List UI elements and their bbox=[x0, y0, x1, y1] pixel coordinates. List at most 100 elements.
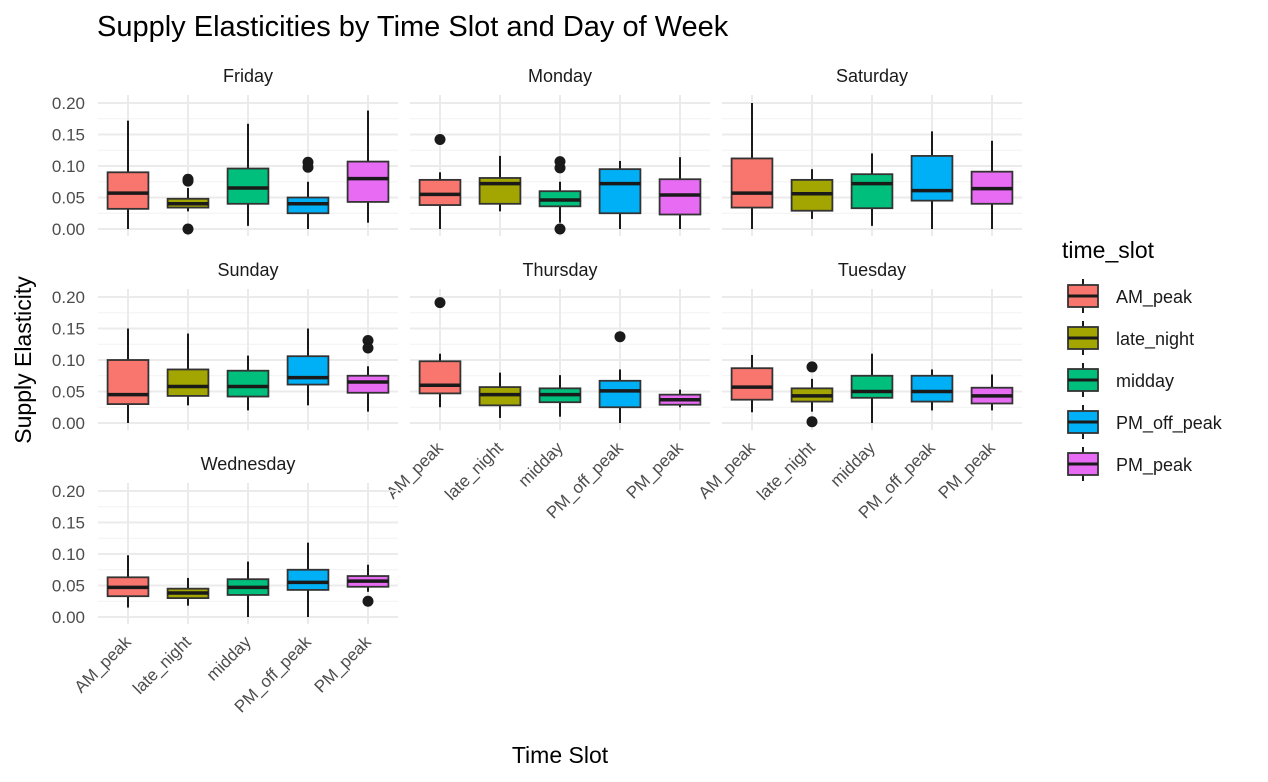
box-am-peak bbox=[106, 555, 150, 608]
legend-label: AM_peak bbox=[1116, 287, 1193, 308]
box-pm-peak bbox=[970, 374, 1014, 411]
outlier-point bbox=[182, 223, 194, 235]
box-iqr bbox=[658, 178, 702, 216]
facet-strip-label: Friday bbox=[223, 66, 273, 86]
y-tick-label: 0.00 bbox=[52, 414, 85, 433]
outlier-point bbox=[362, 334, 374, 346]
outlier-point bbox=[434, 297, 446, 309]
x-tick-label: late_night bbox=[129, 632, 195, 698]
box-iqr bbox=[730, 157, 774, 209]
box-iqr bbox=[850, 173, 894, 210]
box-pm-peak bbox=[970, 140, 1014, 229]
box-am-peak bbox=[730, 354, 774, 413]
y-axis-title: Supply Elasticity bbox=[10, 276, 36, 444]
box-am-peak bbox=[730, 103, 774, 229]
outlier-point bbox=[554, 156, 566, 168]
legend-label: PM_peak bbox=[1116, 455, 1193, 476]
y-tick-label: 0.10 bbox=[52, 351, 85, 370]
box-midday bbox=[850, 153, 894, 226]
chart-title: Supply Elasticities by Time Slot and Day… bbox=[97, 11, 729, 43]
box-pm-peak bbox=[658, 389, 702, 408]
box-late-night bbox=[166, 577, 210, 606]
legend-item-am-peak: AM_peak bbox=[1067, 279, 1193, 313]
box-late-night bbox=[790, 169, 834, 219]
box-midday bbox=[850, 353, 894, 423]
box-iqr bbox=[166, 368, 210, 397]
box-iqr bbox=[598, 379, 642, 409]
y-tick-label: 0.00 bbox=[52, 220, 85, 239]
box-pm-peak bbox=[346, 334, 390, 412]
box-late-night bbox=[166, 333, 210, 406]
x-tick-label: PM_peak bbox=[311, 632, 376, 697]
y-tick-label: 0.10 bbox=[52, 157, 85, 176]
outlier-point bbox=[614, 331, 626, 343]
y-tick-label: 0.05 bbox=[52, 189, 85, 208]
box-pm-off-peak bbox=[286, 156, 330, 229]
x-tick-label: late_night bbox=[753, 438, 819, 504]
y-tick-label: 0.00 bbox=[52, 608, 85, 627]
box-iqr bbox=[346, 160, 390, 203]
box-iqr bbox=[346, 374, 390, 394]
x-tick-label: midday bbox=[203, 632, 256, 685]
box-midday bbox=[538, 375, 582, 417]
x-tick-label: AM_peak bbox=[695, 438, 760, 503]
box-am-peak bbox=[418, 134, 462, 229]
box-midday bbox=[538, 156, 582, 235]
box-iqr bbox=[286, 568, 330, 591]
box-am-peak bbox=[106, 120, 150, 229]
facet-panel-saturday: Saturday bbox=[722, 66, 1022, 236]
box-iqr bbox=[418, 360, 462, 395]
facet-panels: Friday 0.00 0.05 0.10 0.15 0.20 Monday Saturday… bbox=[52, 66, 1022, 716]
box-pm-peak bbox=[346, 110, 390, 223]
box-iqr bbox=[418, 178, 462, 206]
box-late-night bbox=[478, 372, 522, 418]
box-iqr bbox=[598, 168, 642, 215]
x-tick-label: PM_peak bbox=[623, 438, 688, 503]
legend-title: time_slot bbox=[1062, 237, 1155, 263]
outlier-point bbox=[362, 342, 374, 354]
y-tick-label: 0.15 bbox=[52, 126, 85, 145]
box-iqr bbox=[910, 155, 954, 202]
box-late-night bbox=[166, 173, 210, 235]
facet-panel-sunday: Sunday 0.00 0.05 0.10 0.15 0.20 bbox=[52, 260, 398, 433]
box-midday bbox=[226, 355, 270, 411]
facet-panel-monday: Monday bbox=[410, 66, 710, 236]
x-tick-label: late_night bbox=[441, 438, 507, 504]
x-tick-label: PM_peak bbox=[935, 438, 1000, 503]
facet-strip-label: Monday bbox=[528, 66, 592, 86]
box-late-night bbox=[478, 155, 522, 212]
x-tick-label: AM_peak bbox=[383, 438, 448, 503]
box-iqr bbox=[478, 177, 522, 205]
box-midday bbox=[226, 123, 270, 226]
box-pm-off-peak bbox=[598, 331, 642, 423]
y-tick-label: 0.20 bbox=[52, 288, 85, 307]
x-axis-title: Time Slot bbox=[512, 742, 609, 768]
y-tick-label: 0.15 bbox=[52, 514, 85, 533]
box-pm-peak bbox=[658, 157, 702, 229]
outlier-point bbox=[434, 134, 446, 146]
facet-panel-friday: Friday 0.00 0.05 0.10 0.15 0.20 bbox=[52, 66, 398, 239]
box-iqr bbox=[286, 355, 330, 386]
x-tick-label: midday bbox=[515, 438, 568, 491]
y-tick-label: 0.05 bbox=[52, 577, 85, 596]
box-iqr bbox=[106, 359, 150, 405]
box-late-night bbox=[790, 361, 834, 428]
box-iqr bbox=[106, 171, 150, 210]
facet-strip-label: Sunday bbox=[217, 260, 278, 280]
outlier-point bbox=[182, 173, 194, 185]
box-am-peak bbox=[418, 297, 462, 408]
facet-strip-label: Wednesday bbox=[201, 454, 296, 474]
y-tick-label: 0.20 bbox=[52, 94, 85, 113]
box-pm-off-peak bbox=[286, 328, 330, 406]
legend-item-late-night: late_night bbox=[1067, 321, 1194, 355]
box-midday bbox=[226, 561, 270, 617]
facet-strip-label: Saturday bbox=[836, 66, 908, 86]
y-tick-label: 0.15 bbox=[52, 320, 85, 339]
legend-item-midday: midday bbox=[1067, 363, 1174, 397]
x-tick-label: AM_peak bbox=[71, 632, 136, 697]
y-tick-label: 0.05 bbox=[52, 383, 85, 402]
